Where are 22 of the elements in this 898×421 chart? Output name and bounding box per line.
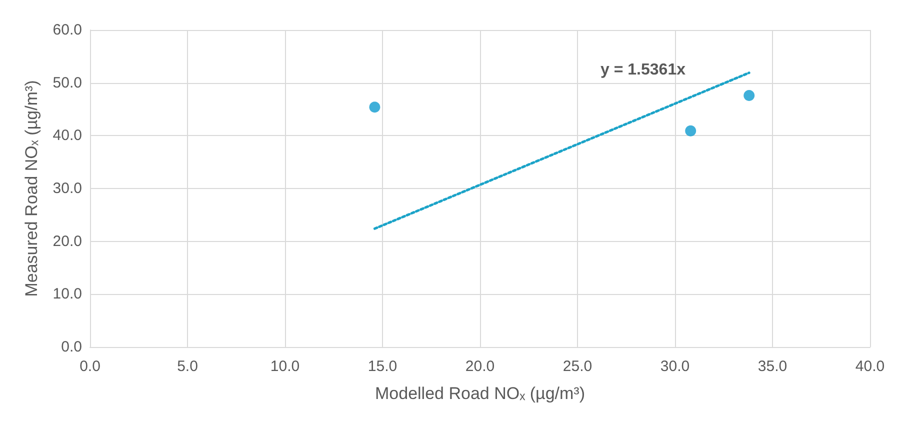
x-tick-label: 10.0	[270, 358, 300, 375]
x-tick-label: 0.0	[80, 358, 100, 375]
annotation: y = 1.5361x	[600, 62, 686, 78]
x-tick-label: 5.0	[177, 358, 198, 375]
x-axis-title: Modelled Road NOₓ (µg/m³)	[375, 384, 585, 403]
y-tick-label: 10.0	[52, 286, 82, 303]
y-tick-label: 0.0	[61, 338, 82, 356]
x-tick-label: 30.0	[660, 358, 690, 375]
x-tick-label: 25.0	[562, 358, 592, 375]
y-axis-title: Measured Road NOₓ (µg/m³)	[22, 80, 41, 297]
point	[369, 102, 380, 113]
point	[685, 125, 696, 136]
y-tick-label: 60.0	[52, 22, 82, 38]
point	[744, 90, 755, 102]
x-tick-label: 15.0	[368, 358, 398, 375]
y-tick-label: 40.0	[52, 127, 82, 144]
x-tick-label: 35.0	[758, 358, 788, 375]
y-tick-label: 20.0	[52, 232, 82, 250]
y-tick-label: 50.0	[52, 74, 82, 92]
y-tick-label: 30.0	[52, 180, 82, 197]
x-tick-label: 40.0	[855, 358, 885, 375]
x-tick-label: 20.0	[465, 358, 495, 375]
